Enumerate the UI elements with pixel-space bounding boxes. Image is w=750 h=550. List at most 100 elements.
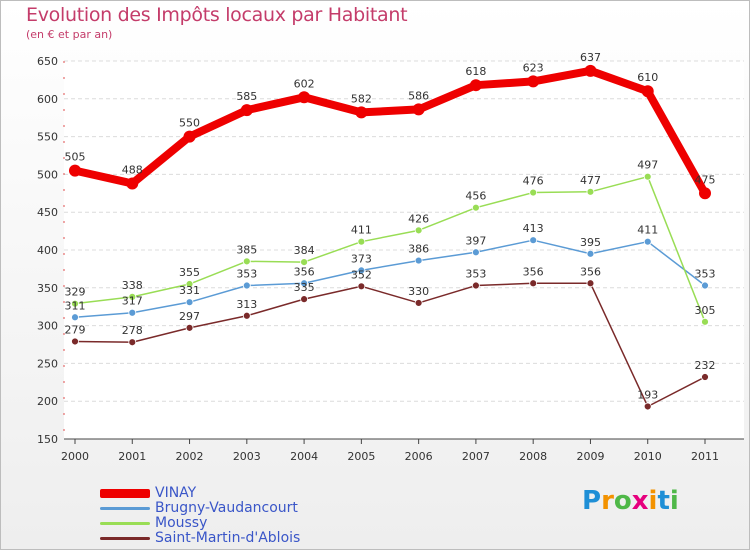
data-point	[586, 187, 595, 196]
y-tick-label: 400	[37, 244, 58, 257]
data-point	[300, 258, 308, 266]
logo-letter: i	[648, 486, 658, 516]
data-label: 550	[179, 117, 200, 130]
data-label: 585	[236, 90, 257, 103]
x-tick-label: 2006	[405, 450, 433, 463]
data-label: 602	[294, 77, 315, 90]
data-point	[641, 85, 654, 98]
data-label: 278	[122, 324, 143, 337]
data-label: 610	[637, 71, 658, 84]
data-label: 413	[523, 222, 544, 235]
data-point	[128, 338, 137, 347]
legend-item: Moussy	[100, 515, 207, 531]
data-point	[300, 295, 308, 304]
legend-item: Brugny-Vaudancourt	[100, 500, 298, 516]
data-label: 297	[179, 310, 200, 323]
data-label: 477	[580, 174, 601, 187]
data-label: 279	[65, 323, 86, 336]
data-label: 331	[179, 284, 200, 297]
data-point	[71, 313, 79, 322]
data-label: 384	[294, 244, 315, 257]
data-label: 352	[351, 268, 372, 281]
x-tick-label: 2009	[576, 450, 604, 463]
data-label: 311	[65, 299, 86, 312]
data-label: 313	[236, 298, 257, 311]
data-label: 386	[408, 243, 429, 256]
logo-letter: i	[669, 486, 679, 516]
x-tick-label: 2003	[233, 450, 261, 463]
x-tick-label: 2008	[519, 450, 547, 463]
legend-swatch	[100, 488, 150, 498]
data-point	[185, 323, 194, 332]
data-point	[414, 256, 423, 265]
data-point	[183, 130, 196, 143]
x-tick-label: 2002	[176, 450, 204, 463]
data-point	[242, 281, 251, 290]
logo-letter: o	[613, 486, 632, 516]
legend-label: Saint-Martin-d'Ablois	[155, 530, 301, 546]
data-point	[643, 402, 652, 411]
x-tick-label: 2007	[462, 450, 490, 463]
series-line	[74, 175, 706, 323]
data-point	[242, 257, 251, 266]
series-vinay	[69, 64, 711, 200]
legend-label: Moussy	[155, 515, 208, 531]
data-point	[586, 279, 595, 288]
data-point	[126, 177, 139, 190]
legend-item: VINAY	[100, 485, 196, 501]
proxiti-logo: Proxiti	[582, 486, 679, 516]
legend-swatch	[100, 536, 150, 540]
y-tick-label: 300	[37, 320, 58, 333]
legend-label: VINAY	[155, 485, 197, 501]
legend-swatch	[100, 506, 150, 510]
y-tick-label: 650	[37, 55, 58, 68]
data-point	[586, 249, 595, 258]
data-point	[300, 279, 308, 288]
data-label: 338	[122, 279, 143, 292]
x-tick-label: 2005	[347, 450, 375, 463]
data-label: 582	[351, 92, 372, 105]
data-point	[584, 64, 597, 77]
data-label: 353	[465, 268, 486, 281]
data-point	[69, 164, 81, 177]
data-point	[71, 337, 79, 346]
data-point	[643, 237, 652, 246]
data-point	[240, 104, 253, 117]
data-label: 397	[465, 234, 486, 247]
data-label: 475	[695, 173, 716, 186]
data-point	[701, 317, 709, 326]
data-label: 385	[236, 243, 257, 256]
data-point	[414, 226, 423, 235]
data-point	[472, 203, 480, 212]
logo-letter: P	[582, 486, 602, 516]
y-tick-label: 600	[37, 93, 58, 106]
chart-subtitle: (en € et par an)	[26, 28, 113, 41]
y-tick-label: 500	[37, 168, 58, 181]
data-label: 305	[695, 304, 716, 317]
legend-label: Brugny-Vaudancourt	[155, 500, 298, 516]
data-point	[412, 103, 425, 116]
y-tick-label: 200	[37, 395, 58, 408]
y-tick-label: 450	[37, 206, 58, 219]
x-tick-label: 2011	[691, 450, 719, 463]
data-point	[414, 299, 423, 307]
x-tick-label: 2000	[61, 450, 89, 463]
data-point	[472, 281, 480, 290]
data-point	[529, 188, 538, 197]
data-point	[71, 299, 79, 308]
x-tick-label: 2004	[290, 450, 318, 463]
data-label: 586	[408, 89, 429, 102]
y-tick-label: 150	[37, 433, 58, 446]
series-line	[71, 66, 709, 198]
data-label: 317	[122, 295, 143, 308]
data-label: 353	[695, 268, 716, 281]
chart-title: Evolution des Impôts locaux par Habitant	[26, 4, 408, 26]
data-label: 356	[580, 265, 601, 278]
data-point	[357, 282, 366, 291]
series-moussy	[71, 172, 709, 326]
data-point	[527, 75, 540, 88]
data-label: 395	[580, 236, 601, 249]
data-label: 356	[523, 265, 544, 278]
data-label: 497	[637, 159, 658, 172]
data-label: 411	[351, 224, 372, 237]
